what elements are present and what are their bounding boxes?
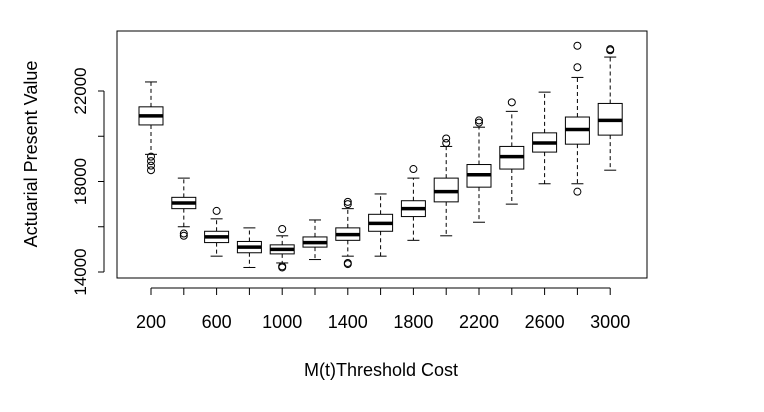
y-tick-label: 14000: [71, 248, 90, 295]
y-axis: 14000 18000 22000: [71, 67, 105, 296]
y-axis-label: Actuarial Present Value: [21, 61, 41, 248]
box-200: [138, 81, 164, 175]
outlier-point: [212, 206, 221, 215]
box-400: [171, 177, 197, 240]
box-2600: [532, 91, 558, 185]
box-3000: [597, 45, 623, 171]
x-axis: 200 600 1000 1400 1800 2200 2600 3000: [136, 287, 630, 332]
outlier-point: [573, 63, 582, 72]
x-tick-label: 3000: [590, 312, 630, 332]
boxes: [138, 41, 623, 272]
box-2200: [466, 116, 492, 223]
outlier-point: [507, 98, 516, 107]
outlier-point: [442, 139, 451, 148]
box-1400: [335, 197, 361, 269]
x-axis-label: M(t)Threshold Cost: [304, 360, 458, 380]
x-tick-label: 1000: [262, 312, 302, 332]
outlier-point: [147, 161, 155, 170]
x-tick-label: 2200: [459, 312, 499, 332]
x-tick-label: 1800: [393, 312, 433, 332]
outlier-point: [343, 260, 352, 269]
box-1800: [400, 165, 426, 241]
x-tick-label: 1400: [328, 312, 368, 332]
x-tick-label: 2600: [525, 312, 565, 332]
outlier-point: [343, 197, 352, 206]
outlier-point: [278, 263, 287, 272]
outlier-point: [343, 200, 352, 209]
plot-frame: [116, 30, 648, 279]
box-1200: [302, 219, 328, 261]
y-tick-label: 18000: [71, 158, 90, 205]
outlier-point: [573, 41, 582, 50]
box-2800: [564, 41, 590, 196]
outlier-point: [179, 229, 188, 238]
outlier-point: [147, 152, 155, 161]
outlier-point: [147, 166, 155, 175]
x-tick-label: 200: [136, 312, 166, 332]
y-tick-label: 22000: [71, 67, 90, 114]
outlier-point: [475, 118, 483, 127]
box-600: [204, 206, 230, 257]
box-1000: [269, 225, 295, 272]
box-2000: [433, 134, 459, 237]
box-1600: [368, 193, 394, 257]
outlier-point: [147, 157, 155, 166]
outlier-point: [442, 134, 451, 143]
outlier-point: [409, 165, 418, 174]
outlier-point: [606, 45, 615, 54]
box-2400: [499, 98, 525, 205]
outlier-point: [475, 116, 483, 125]
box-800: [236, 227, 262, 268]
x-tick-label: 600: [202, 312, 232, 332]
outlier-point: [278, 225, 287, 234]
outlier-point: [179, 231, 188, 240]
outlier-point: [573, 187, 582, 196]
